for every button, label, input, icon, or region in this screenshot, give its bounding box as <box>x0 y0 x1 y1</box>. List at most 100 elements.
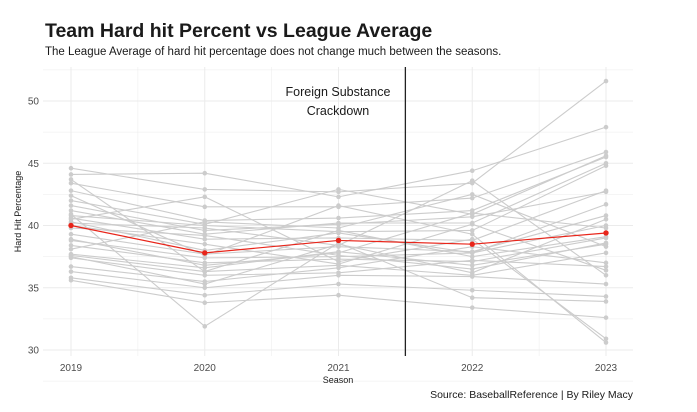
team-point <box>202 194 208 200</box>
team-point <box>68 231 74 237</box>
team-point <box>336 203 341 208</box>
team-point <box>469 305 475 310</box>
team-point <box>202 269 208 274</box>
team-point <box>202 225 208 231</box>
team-point <box>68 172 74 177</box>
team-point <box>202 233 208 238</box>
team-point <box>603 294 609 299</box>
team-point <box>603 216 609 222</box>
team-point <box>469 214 475 220</box>
team-point <box>603 244 609 249</box>
team-point <box>202 170 208 176</box>
chart-title: Team Hard hit Percent vs League Average <box>45 20 433 42</box>
team-point <box>469 266 475 272</box>
team-point <box>68 203 74 208</box>
team-point <box>603 124 609 130</box>
team-point <box>469 221 475 227</box>
team-point <box>469 178 475 183</box>
league-average-series <box>68 222 609 256</box>
y-axis-title: Hard Hit Percentage <box>13 171 23 253</box>
x-tick-label: 2021 <box>327 363 350 374</box>
team-point <box>603 153 609 159</box>
x-tick-label: 2020 <box>194 363 217 374</box>
team-point <box>68 211 74 217</box>
team-point <box>603 340 609 345</box>
team-point <box>336 228 341 233</box>
team-point <box>469 250 475 256</box>
chart-subtitle: The League Average of hard hit percentag… <box>45 46 502 58</box>
team-point <box>336 194 341 200</box>
team-point <box>202 263 208 268</box>
team-point <box>336 215 341 221</box>
team-point <box>469 231 475 237</box>
team-point <box>202 285 208 291</box>
team-point <box>469 210 475 216</box>
team-point <box>68 165 74 171</box>
x-tick-label: 2019 <box>60 363 83 374</box>
team-point <box>202 300 208 305</box>
team-point <box>603 273 609 278</box>
team-point <box>603 213 609 218</box>
team-point <box>336 241 341 247</box>
league-average-point <box>335 237 342 244</box>
team-point <box>469 168 475 174</box>
team-point <box>603 336 609 342</box>
team-point <box>202 219 208 225</box>
source-caption: Source: BaseballReference | By Riley Mac… <box>430 389 633 401</box>
team-point <box>68 193 74 198</box>
annotation-line-2: Crackdown <box>307 104 370 118</box>
x-tick-label: 2023 <box>595 363 618 374</box>
team-point <box>336 281 341 287</box>
team-point <box>603 234 609 240</box>
team-point <box>68 246 74 252</box>
y-tick-label: 35 <box>28 283 40 294</box>
team-point <box>202 273 208 278</box>
team-point <box>603 225 609 231</box>
y-tick-label: 40 <box>28 221 40 232</box>
team-point <box>68 277 74 283</box>
y-tick-label: 45 <box>28 159 40 170</box>
team-point <box>202 281 208 287</box>
team-point <box>603 264 609 269</box>
team-point <box>336 187 341 192</box>
team-point <box>603 163 609 169</box>
team-point <box>336 292 341 298</box>
team-point <box>202 324 208 329</box>
team-point <box>603 78 609 84</box>
x-tick-label: 2022 <box>461 363 484 374</box>
y-tick-label: 30 <box>28 346 40 357</box>
league-average-point <box>68 222 74 229</box>
team-point <box>603 315 609 320</box>
y-axis-ticks: 30 35 40 45 50 <box>28 97 40 357</box>
team-point <box>469 228 475 233</box>
team-point <box>469 236 475 242</box>
team-point <box>68 188 74 193</box>
team-point <box>202 292 208 298</box>
team-point <box>68 243 74 248</box>
x-axis-ticks: 2019 2020 2021 2022 2023 <box>60 363 618 374</box>
team-point <box>469 258 475 263</box>
team-point <box>202 241 208 247</box>
team-point <box>336 273 341 278</box>
team-point <box>68 269 74 274</box>
team-point <box>469 192 475 197</box>
team-point <box>68 254 74 259</box>
team-point <box>68 264 74 269</box>
team-point <box>68 216 74 222</box>
team-point <box>603 188 609 193</box>
team-point <box>336 261 341 267</box>
team-point <box>603 281 609 287</box>
grid-lines <box>43 67 633 382</box>
team-point <box>68 177 74 182</box>
team-point <box>68 236 74 242</box>
team-point <box>469 195 475 201</box>
team-point <box>469 263 475 268</box>
team-point <box>68 180 74 186</box>
team-point <box>603 260 609 266</box>
team-point <box>202 236 208 242</box>
x-axis-title: Season <box>323 375 354 385</box>
team-point <box>68 208 74 213</box>
team-point <box>202 204 208 210</box>
annotation-line-1: Foreign Substance <box>286 85 391 99</box>
